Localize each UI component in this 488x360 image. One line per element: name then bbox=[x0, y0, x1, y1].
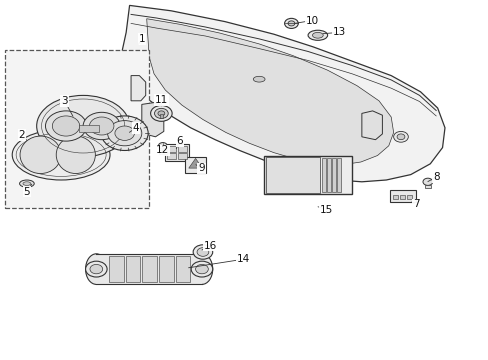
Ellipse shape bbox=[56, 136, 95, 174]
Bar bbox=[160, 114, 163, 118]
Circle shape bbox=[195, 264, 208, 274]
Bar bbox=[399, 195, 404, 199]
Bar bbox=[265, 157, 320, 193]
Bar bbox=[389, 190, 415, 202]
Ellipse shape bbox=[253, 76, 264, 82]
Bar bbox=[79, 125, 99, 132]
Polygon shape bbox=[131, 76, 145, 101]
Polygon shape bbox=[361, 111, 382, 140]
Ellipse shape bbox=[312, 32, 323, 38]
Circle shape bbox=[287, 21, 294, 26]
Bar bbox=[331, 158, 335, 192]
Polygon shape bbox=[142, 103, 163, 137]
Bar bbox=[178, 153, 186, 159]
Circle shape bbox=[150, 105, 172, 121]
Circle shape bbox=[396, 134, 404, 140]
Circle shape bbox=[101, 116, 148, 150]
Bar bbox=[175, 256, 190, 282]
Ellipse shape bbox=[191, 254, 212, 284]
Circle shape bbox=[284, 18, 298, 28]
Circle shape bbox=[197, 248, 208, 256]
Text: 6: 6 bbox=[176, 136, 183, 146]
Bar bbox=[109, 256, 123, 282]
Text: 7: 7 bbox=[412, 199, 419, 210]
Ellipse shape bbox=[12, 130, 110, 180]
Text: 10: 10 bbox=[305, 15, 318, 26]
Bar bbox=[392, 195, 397, 199]
Polygon shape bbox=[146, 19, 393, 165]
Bar bbox=[326, 158, 330, 192]
Ellipse shape bbox=[307, 30, 327, 40]
Circle shape bbox=[90, 264, 102, 274]
Circle shape bbox=[85, 261, 107, 277]
Bar bbox=[159, 150, 166, 154]
Bar bbox=[406, 195, 411, 199]
Bar bbox=[167, 146, 176, 152]
Bar bbox=[96, 254, 202, 284]
Ellipse shape bbox=[37, 95, 129, 157]
Circle shape bbox=[193, 245, 212, 259]
Circle shape bbox=[191, 261, 212, 277]
Bar bbox=[424, 185, 430, 188]
Bar bbox=[5, 50, 149, 208]
Text: 16: 16 bbox=[203, 240, 217, 251]
Circle shape bbox=[158, 143, 167, 149]
Circle shape bbox=[393, 131, 407, 142]
Bar bbox=[322, 158, 325, 192]
Circle shape bbox=[89, 117, 114, 135]
Circle shape bbox=[154, 108, 168, 118]
Text: 15: 15 bbox=[319, 204, 333, 215]
Bar bbox=[96, 254, 202, 284]
Circle shape bbox=[422, 178, 432, 185]
Bar bbox=[184, 157, 206, 173]
Text: 12: 12 bbox=[156, 145, 169, 156]
Polygon shape bbox=[122, 5, 444, 182]
Bar bbox=[164, 144, 189, 161]
Circle shape bbox=[52, 116, 80, 136]
Bar bbox=[142, 256, 157, 282]
Text: 13: 13 bbox=[332, 27, 346, 37]
Text: 8: 8 bbox=[432, 172, 439, 182]
Ellipse shape bbox=[85, 254, 107, 284]
Ellipse shape bbox=[20, 180, 34, 187]
Text: 1: 1 bbox=[138, 34, 145, 44]
Text: 5: 5 bbox=[23, 186, 30, 197]
Circle shape bbox=[115, 126, 134, 140]
Text: 2: 2 bbox=[19, 130, 25, 140]
Text: 11: 11 bbox=[154, 95, 168, 105]
Text: 3: 3 bbox=[61, 96, 68, 106]
Text: 9: 9 bbox=[198, 163, 204, 174]
Circle shape bbox=[83, 112, 120, 140]
Circle shape bbox=[107, 121, 142, 146]
Bar bbox=[125, 256, 140, 282]
Circle shape bbox=[158, 111, 164, 116]
Bar bbox=[167, 153, 176, 159]
Polygon shape bbox=[188, 158, 202, 168]
Bar bbox=[336, 158, 340, 192]
Bar bbox=[159, 256, 173, 282]
Bar bbox=[264, 156, 351, 194]
Text: 4: 4 bbox=[132, 123, 139, 133]
Bar bbox=[178, 146, 186, 152]
Ellipse shape bbox=[20, 136, 61, 174]
Ellipse shape bbox=[23, 182, 31, 185]
Circle shape bbox=[45, 111, 86, 141]
Text: 14: 14 bbox=[236, 254, 250, 264]
